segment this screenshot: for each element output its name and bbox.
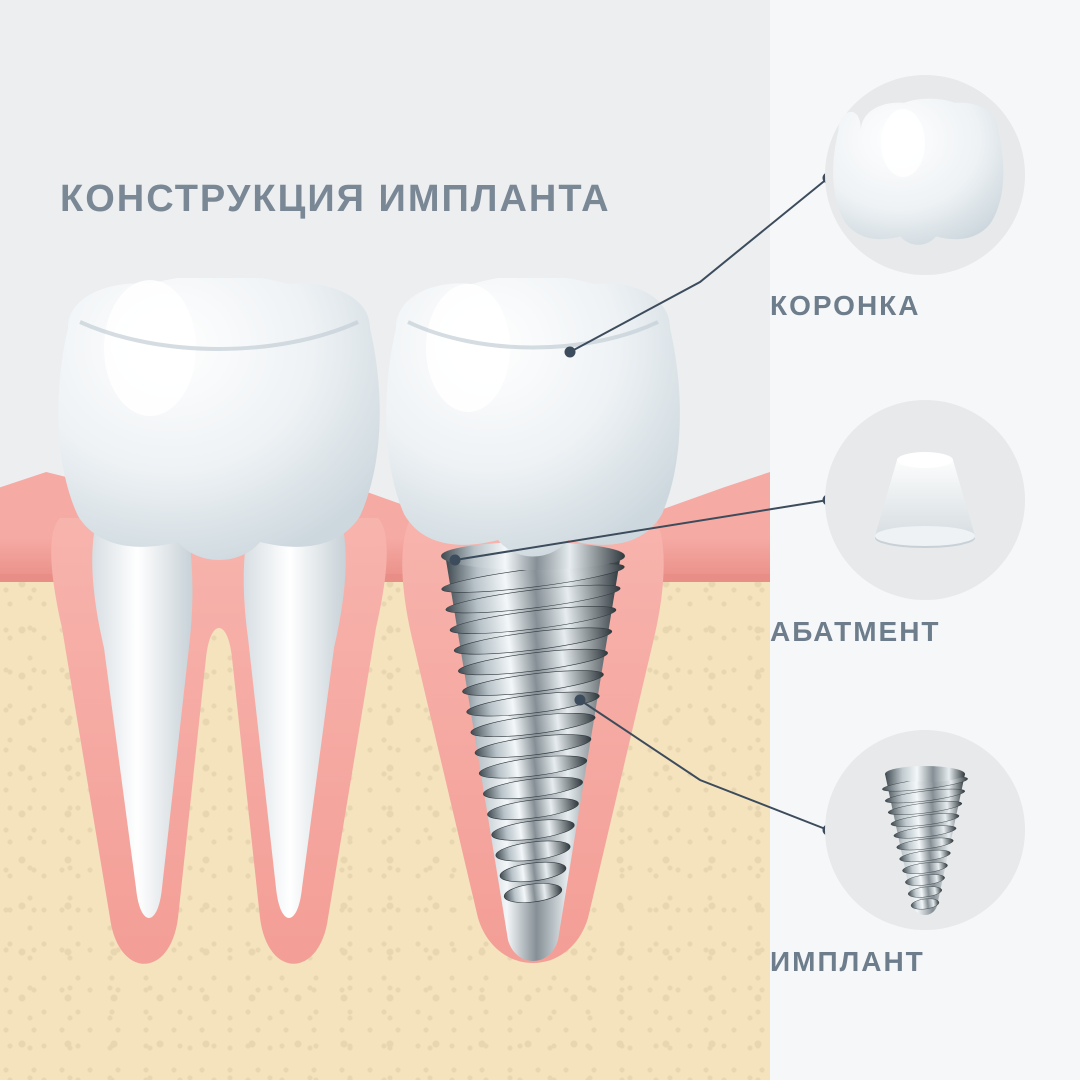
abutment-icon: [825, 400, 1025, 600]
implant-assembly: [368, 278, 698, 978]
implant-icon: [825, 730, 1025, 930]
infographic-canvas: КОНСТРУКЦИЯ ИМПЛАНТА КОРОНКА: [0, 0, 1080, 1080]
page-title: КОНСТРУКЦИЯ ИМПЛАНТА: [60, 178, 611, 221]
legend-circle-implant: [825, 730, 1025, 930]
legend-circle-crown: [825, 75, 1025, 275]
legend-label-abutment: АБАТМЕНТ: [770, 616, 1080, 648]
legend-label-implant: ИМПЛАНТ: [770, 946, 1080, 978]
legend-circle-abutment: [825, 400, 1025, 600]
legend: КОРОНКА АБАТМЕНТ: [770, 0, 1080, 1080]
natural-tooth: [40, 278, 398, 988]
crown-icon: [825, 75, 1025, 275]
legend-label-crown: КОРОНКА: [770, 290, 1080, 322]
